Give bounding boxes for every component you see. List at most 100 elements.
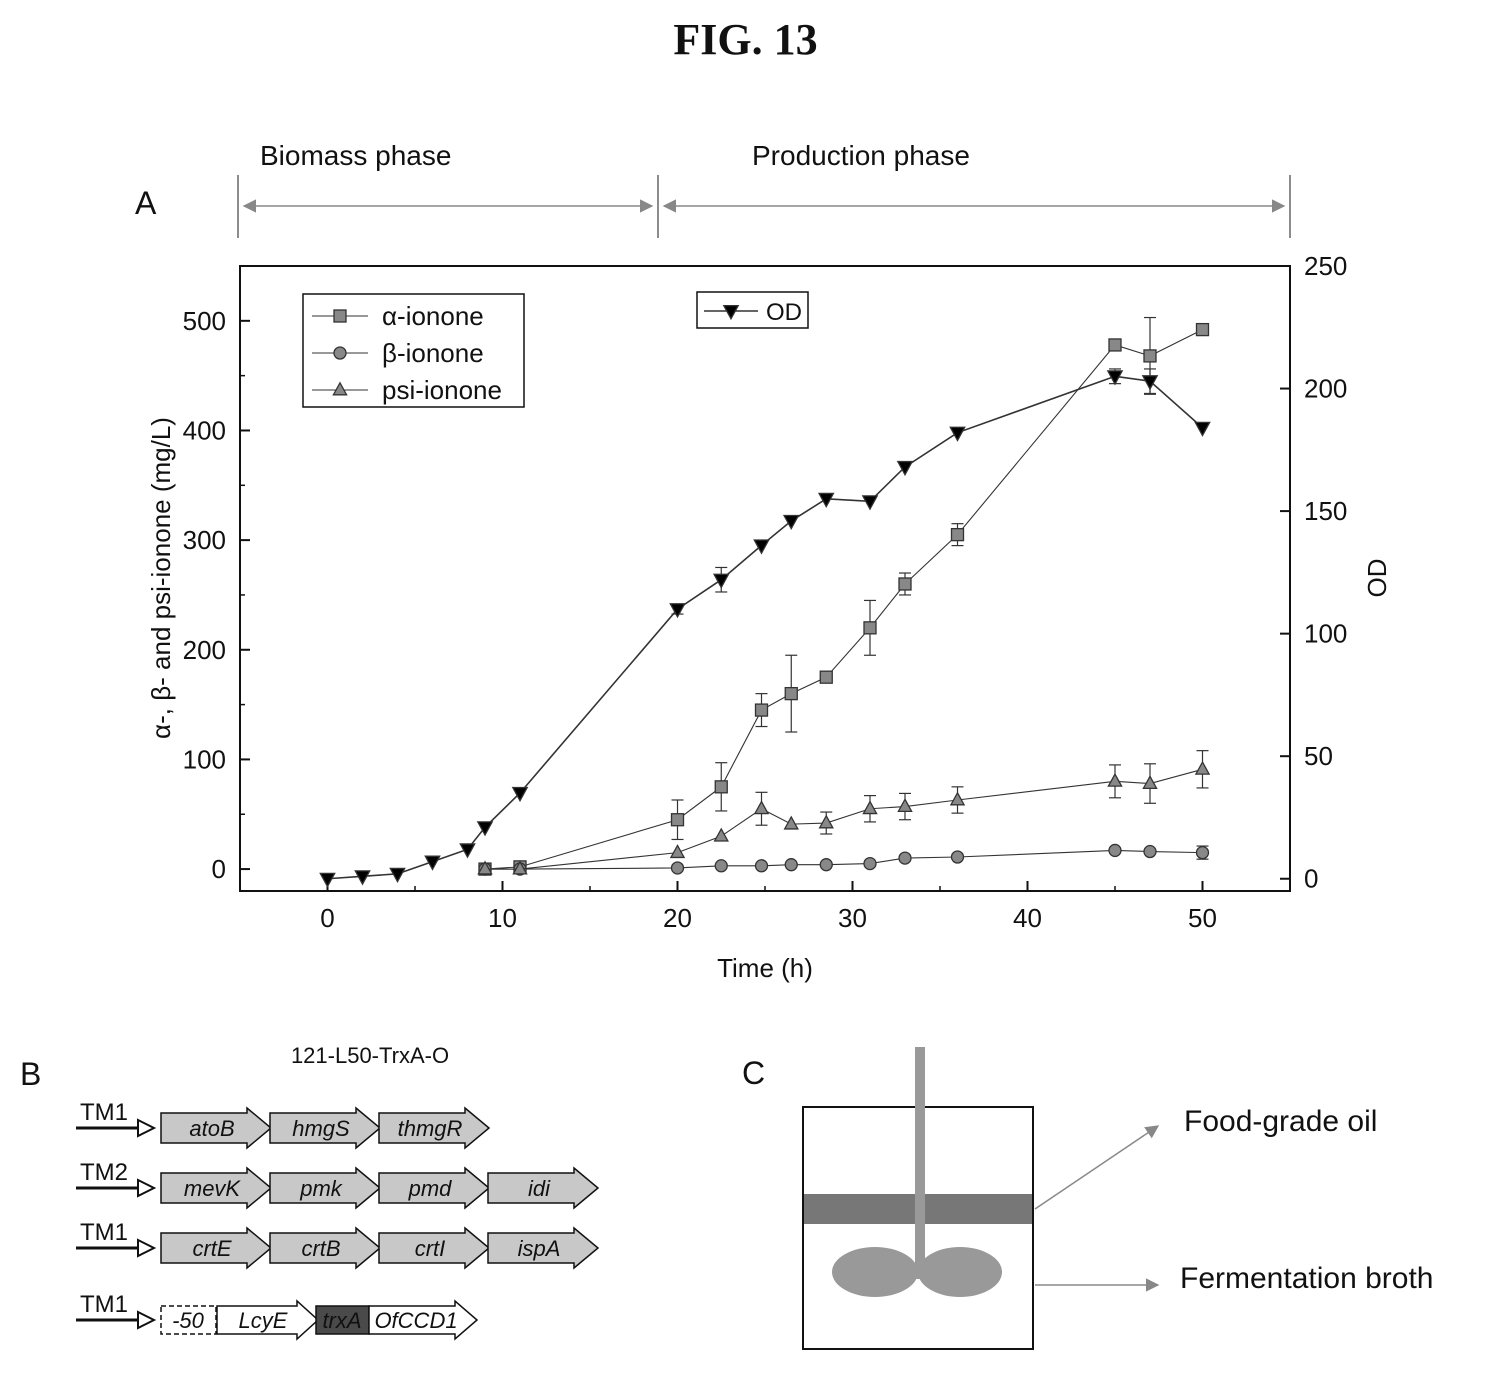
data-point	[949, 791, 966, 806]
data-point	[669, 844, 686, 859]
impeller-blade-right	[918, 1247, 1002, 1297]
gene-arrow	[378, 1106, 491, 1150]
data-point	[784, 858, 798, 872]
series-line	[327, 375, 1204, 880]
y2-tick-label: 50	[1304, 741, 1333, 771]
legend-label: OD	[766, 299, 802, 326]
gene-label: -50	[172, 1308, 205, 1333]
x-tick-label: 20	[663, 903, 692, 933]
gene-row: TM2 mevK pmk pmd idi	[76, 1159, 600, 1210]
data-point	[511, 786, 529, 803]
data-point	[753, 539, 770, 555]
data-point	[1195, 322, 1210, 337]
data-point	[1141, 375, 1159, 391]
gene-row: TM1 -50 LcyE trxA OfCCD1	[76, 1291, 479, 1341]
data-point	[1107, 772, 1123, 787]
data-point	[1108, 338, 1122, 352]
data-point	[1195, 845, 1210, 860]
data-point	[754, 703, 769, 717]
panel-a-letter: A	[135, 185, 157, 221]
gene-box-dashed	[160, 1305, 217, 1335]
y-tick-label: 200	[183, 635, 226, 665]
legend-marker	[333, 309, 347, 323]
gene-label: crtB	[301, 1236, 340, 1261]
y2-tick-label: 100	[1304, 619, 1347, 649]
impeller-blade-left	[832, 1247, 918, 1297]
gene-arrow	[216, 1299, 320, 1341]
data-point	[817, 492, 835, 509]
data-point	[754, 859, 769, 873]
gene-arrow	[160, 1226, 273, 1270]
data-point	[712, 573, 730, 589]
data-point	[1142, 774, 1158, 789]
y2-tick-label: 200	[1304, 374, 1347, 404]
legend-marker	[332, 381, 348, 396]
data-point	[459, 843, 476, 859]
panel-b-construct: B 121-L50-TrxA-O TM1 atoB hmgS thmgR TM2 mevK…	[20, 1043, 600, 1341]
gene-label: crtI	[415, 1236, 446, 1261]
x-tick-label: 0	[320, 903, 334, 933]
series-3	[319, 368, 1211, 888]
gene-arrow	[487, 1166, 600, 1210]
broth-label: Fermentation broth	[1180, 1262, 1433, 1295]
x-axis-label: Time (h)	[717, 953, 813, 983]
gene-label: pmd	[408, 1176, 453, 1201]
data-point	[424, 855, 441, 871]
data-point	[477, 860, 493, 875]
series-line	[485, 768, 1203, 870]
gene-arrow	[368, 1299, 479, 1341]
gene-label: ispA	[518, 1236, 561, 1261]
y2-tick-label: 0	[1304, 864, 1318, 894]
gene-arrow	[160, 1166, 273, 1210]
series-line	[484, 329, 1203, 870]
data-point	[861, 495, 879, 511]
data-point	[862, 800, 878, 815]
data-point	[1194, 421, 1211, 437]
gene-label: crtE	[192, 1236, 231, 1261]
gene-label: trxA	[322, 1308, 361, 1333]
legend-marker	[722, 304, 740, 321]
gene-arrow	[269, 1166, 382, 1210]
gene-label: atoB	[189, 1116, 234, 1141]
data-point	[1143, 349, 1157, 363]
gene-label: idi	[528, 1176, 551, 1201]
data-point	[819, 670, 833, 684]
gene-row: TM1 atoB hmgS thmgR	[76, 1099, 491, 1150]
data-point	[354, 870, 371, 886]
data-point	[897, 798, 913, 813]
series-line	[485, 849, 1203, 870]
legend-label: psi-ionone	[382, 375, 502, 405]
gene-row: TM1 crtE crtB crtI ispA	[76, 1219, 600, 1270]
legend-marker	[333, 346, 347, 360]
production-phase-label: Production phase	[752, 140, 970, 171]
gene-label: LcyE	[239, 1308, 288, 1333]
y-tick-label: 300	[183, 525, 226, 555]
data-point	[1194, 760, 1211, 775]
data-point	[476, 821, 494, 837]
legend-label: β-ionone	[382, 338, 484, 368]
series-0	[478, 316, 1210, 876]
promoter-label: TM1	[80, 1219, 128, 1246]
gene-label: OfCCD1	[374, 1308, 457, 1333]
y-tick-label: 0	[212, 854, 226, 884]
oil-pointer-arrow	[1034, 1125, 1160, 1210]
gene-arrow	[378, 1226, 491, 1270]
data-point	[713, 827, 729, 842]
gene-label: mevK	[184, 1176, 242, 1201]
biomass-phase-label: Biomass phase	[260, 140, 451, 171]
data-point	[670, 813, 685, 827]
promoter-label: TM1	[80, 1099, 128, 1126]
x-tick-label: 30	[838, 903, 867, 933]
data-point	[819, 858, 833, 872]
gene-label: pmk	[299, 1176, 343, 1201]
gene-arrow	[487, 1226, 600, 1270]
gene-arrow	[269, 1106, 382, 1150]
y-axis-label: α-, β- and psi-ionone (mg/L)	[146, 417, 176, 739]
y2-axis-label: OD	[1362, 559, 1392, 598]
panel-b-letter: B	[20, 1056, 41, 1092]
gene-arrow	[160, 1106, 273, 1150]
gene-label: hmgS	[292, 1116, 350, 1141]
data-point	[949, 426, 966, 442]
y2-tick-label: 150	[1304, 496, 1347, 526]
